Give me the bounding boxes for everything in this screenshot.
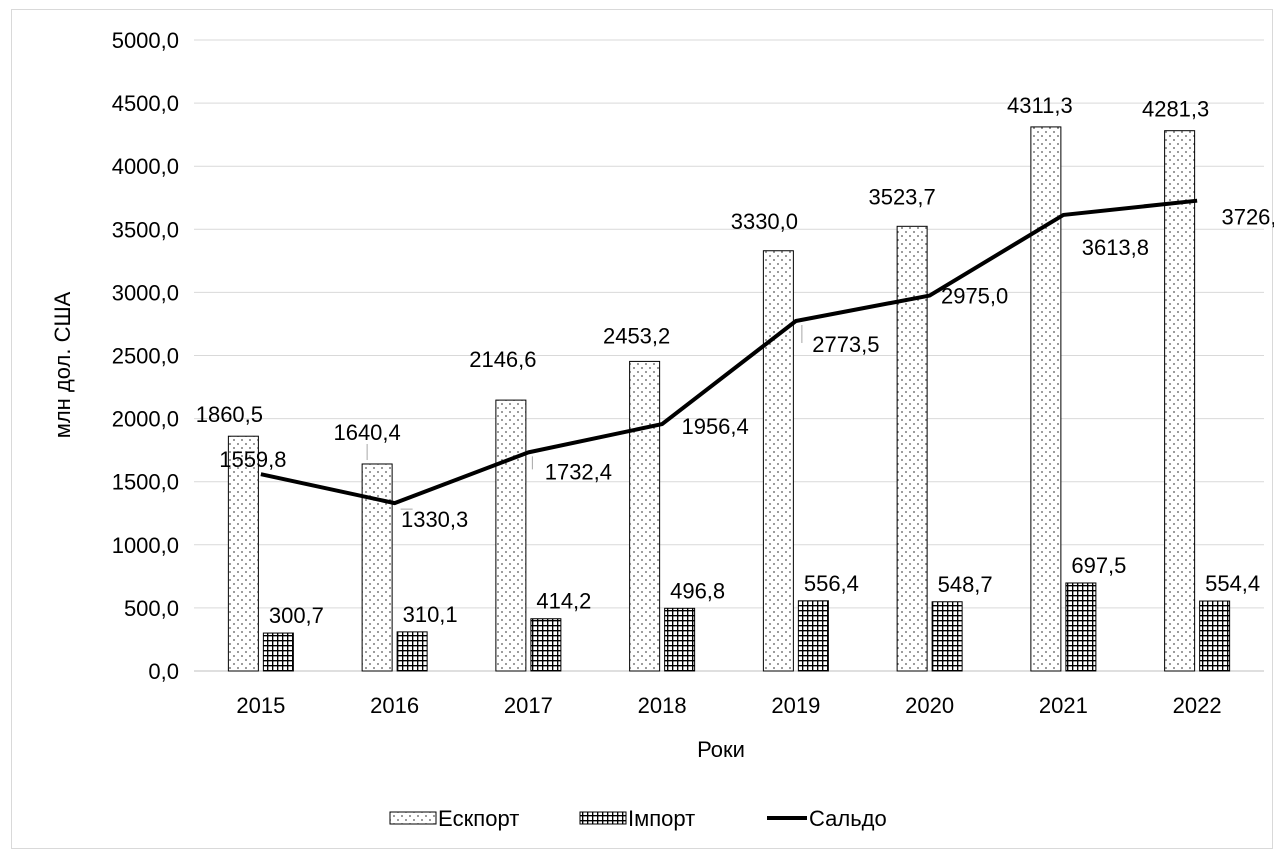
y-axis-tick-labels: 0,0 500,0 1000,0 1500,0 2000,0 2500,0 3000,0 35… (112, 28, 179, 684)
export-value-label: 2146,6 (469, 347, 536, 372)
legend: Еcкпорт Імпорт Сальдо (389, 806, 887, 831)
balance-line-path (260, 198, 1198, 506)
export-bar (1030, 126, 1062, 672)
export-value-label: 3523,7 (868, 184, 935, 209)
balance-value-label: 2975,0 (941, 284, 1008, 309)
import-bar (1199, 600, 1231, 672)
balance-value-label: 2773,5 (812, 332, 879, 357)
export-bar (227, 435, 259, 672)
y-tick-label: 500,0 (124, 596, 179, 621)
balance-value-label: 1732,4 (545, 459, 612, 484)
x-axis-tick-labels: 2015 2016 2017 2018 2019 2020 2021 2022 (236, 693, 1221, 718)
x-tick-label: 2015 (236, 693, 285, 718)
import-bar (931, 601, 963, 672)
bars (227, 126, 1231, 672)
export-value-label: 4311,3 (1007, 93, 1073, 118)
balance-value-label: 1956,4 (681, 414, 748, 439)
y-tick-label: 4000,0 (112, 154, 179, 179)
legend-label: Сальдо (809, 806, 887, 831)
import-value-label: 300,7 (269, 603, 324, 628)
x-tick-label: 2018 (638, 693, 687, 718)
x-tick-label: 2019 (771, 693, 820, 718)
export-value-label: 3330,0 (731, 209, 798, 234)
y-tick-label: 1500,0 (112, 470, 179, 495)
y-tick-label: 2000,0 (112, 407, 179, 432)
chart-canvas: 0,0 500,0 1000,0 1500,0 2000,0 2500,0 3000,0 35… (50, 28, 1274, 831)
balance-value-label: 1330,3 (401, 507, 468, 532)
export-bar (1164, 130, 1196, 672)
export-value-label: 1640,4 (333, 420, 400, 445)
balance-value-label: 3726,8 (1221, 205, 1274, 230)
import-bar (396, 631, 428, 672)
export-bar (495, 399, 527, 672)
y-tick-label: 0,0 (148, 659, 179, 684)
y-tick-label: 4500,0 (112, 91, 179, 116)
balance-value-label: 3613,8 (1082, 235, 1149, 260)
leader-lines (366, 324, 803, 510)
import-value-label: 697,5 (1071, 553, 1126, 578)
export-bar (762, 250, 794, 672)
chart-frame: 0,0 500,0 1000,0 1500,0 2000,0 2500,0 3000,0 35… (11, 9, 1274, 849)
import-bar (530, 618, 562, 672)
export-value-label: 2453,2 (603, 323, 670, 348)
import-bar (1065, 582, 1097, 672)
export-value-label: 4281,3 (1142, 97, 1209, 122)
import-value-label: 496,8 (670, 578, 725, 603)
legend-swatch-import (579, 811, 627, 825)
y-tick-label: 5000,0 (112, 28, 179, 53)
import-bar (797, 600, 829, 672)
balance-value-label: 1559,8 (219, 447, 286, 472)
y-tick-label: 3500,0 (112, 217, 179, 242)
y-tick-label: 1000,0 (112, 533, 179, 558)
export-bar (896, 225, 928, 672)
import-value-label: 414,2 (536, 589, 591, 614)
export-bar (629, 360, 661, 672)
import-value-label: 548,7 (938, 572, 993, 597)
x-tick-label: 2020 (905, 693, 954, 718)
x-tick-label: 2016 (370, 693, 419, 718)
legend-swatch-export (389, 811, 437, 825)
legend-label: Імпорт (628, 806, 695, 831)
y-tick-label: 3000,0 (112, 280, 179, 305)
y-tick-label: 2500,0 (112, 344, 179, 369)
x-axis-title: Роки (697, 737, 745, 762)
import-value-label: 310,1 (403, 602, 458, 627)
legend-label: Еcкпорт (438, 806, 519, 831)
balance-line (260, 198, 1198, 506)
x-tick-label: 2022 (1173, 693, 1222, 718)
x-tick-label: 2021 (1039, 693, 1088, 718)
import-bar (664, 607, 696, 672)
data-labels: 1860,5 1640,4 2146,6 2453,2 3330,0 3523,7 4311… (196, 93, 1274, 628)
x-tick-label: 2017 (504, 693, 553, 718)
y-axis-title: млн дол. США (50, 291, 75, 438)
import-value-label: 554,4 (1205, 571, 1260, 596)
import-value-label: 556,4 (804, 571, 859, 596)
import-bar (262, 632, 294, 672)
export-value-label: 1860,5 (196, 402, 263, 427)
